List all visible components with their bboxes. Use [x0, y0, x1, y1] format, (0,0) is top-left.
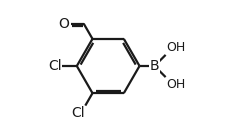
Text: OH: OH: [166, 78, 185, 91]
Text: OH: OH: [166, 41, 185, 54]
Text: Cl: Cl: [48, 59, 61, 73]
Text: B: B: [149, 59, 159, 73]
Text: O: O: [58, 17, 69, 31]
Text: Cl: Cl: [71, 106, 84, 120]
